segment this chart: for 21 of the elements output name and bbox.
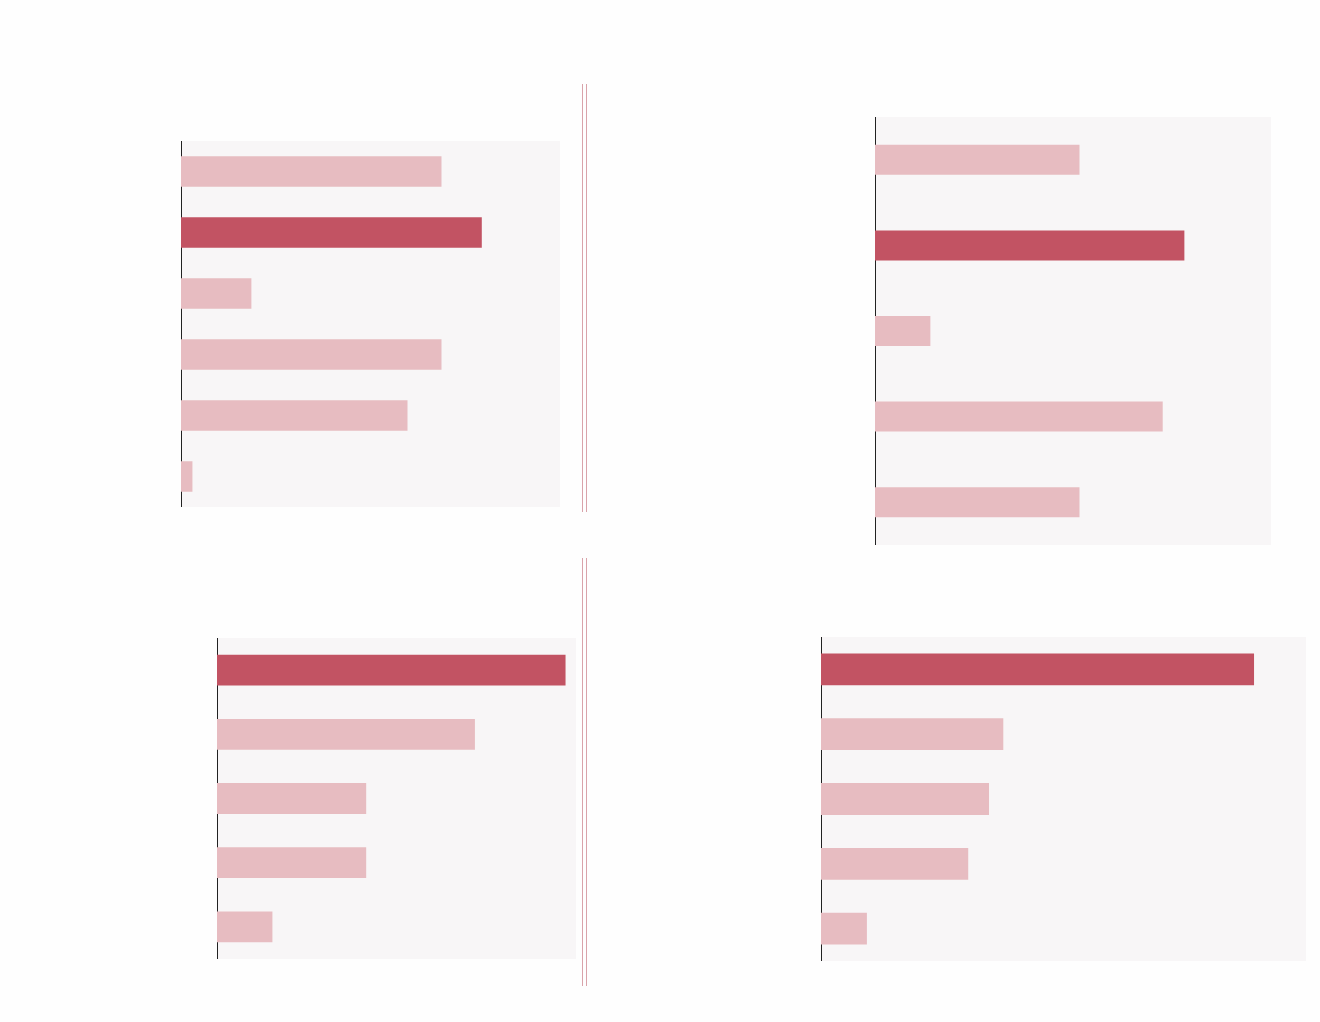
bar: [821, 783, 990, 815]
bar: [875, 401, 1163, 432]
bar: [181, 339, 442, 370]
bar: [217, 718, 475, 750]
bar: [875, 487, 1080, 518]
bar: [875, 230, 1185, 261]
bar: [181, 217, 482, 248]
bar: [181, 400, 408, 431]
bar: [821, 653, 1255, 686]
bar: [875, 144, 1080, 175]
bar: [821, 912, 867, 945]
bar: [181, 156, 442, 187]
bar: [181, 461, 193, 492]
bar: [821, 847, 969, 880]
bar: [217, 911, 273, 943]
bar: [217, 654, 566, 686]
bar: [875, 316, 931, 346]
bar: [821, 718, 1004, 751]
bar: [217, 783, 367, 814]
bar: [181, 278, 252, 309]
bar: [217, 847, 367, 879]
